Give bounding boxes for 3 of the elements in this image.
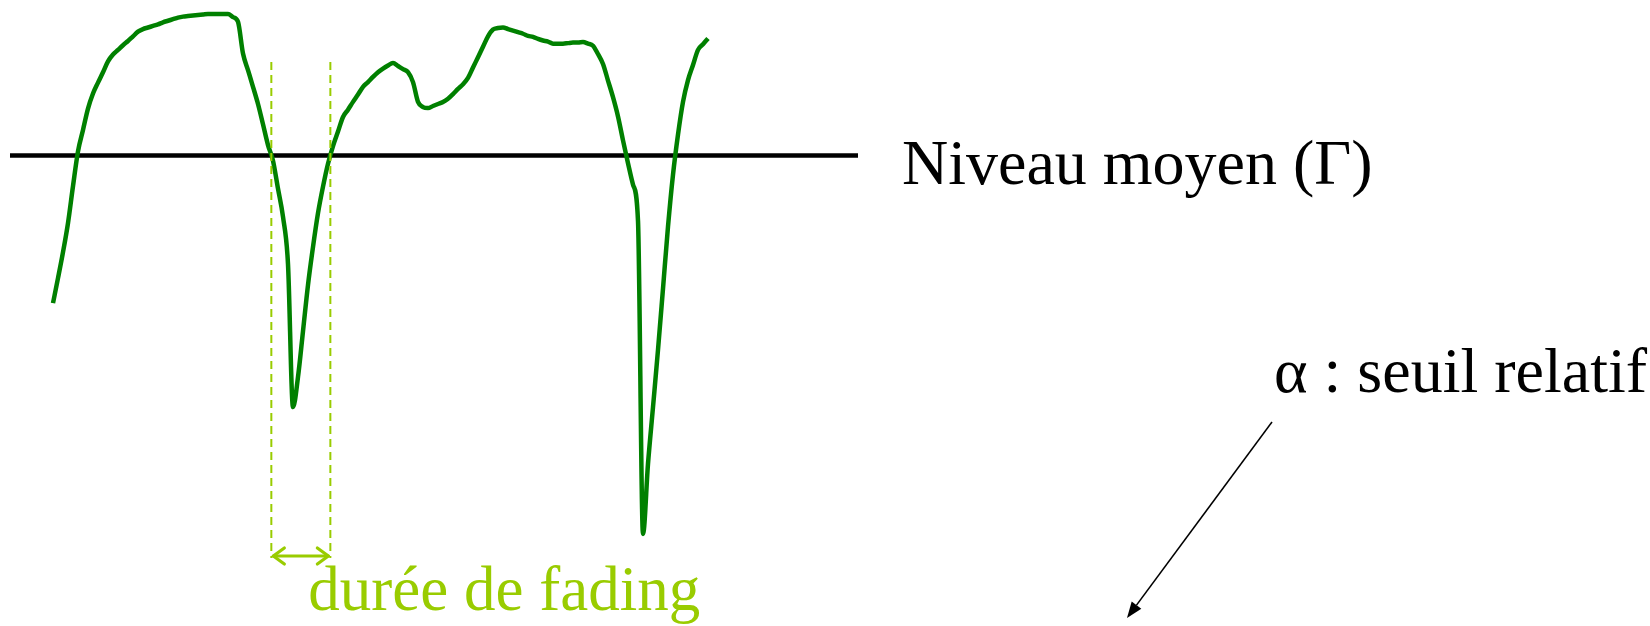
text: durée de fading <box>308 554 701 624</box>
ref-line-label: Niveau moyen (Γ) <box>902 126 1373 198</box>
text: α : seuil relatif <box>1274 335 1648 406</box>
